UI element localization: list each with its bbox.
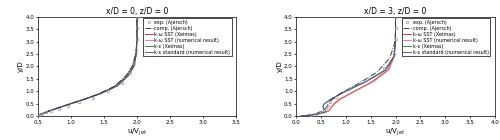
Legend: exp. (Ajersch), comp. (Ajersch), k-ω SST (Xeimas), k-ω SST (numerical result), k: exp. (Ajersch), comp. (Ajersch), k-ω SST…: [402, 18, 490, 56]
Legend: exp. (Ajersch), comp. (Ajersch), k-ω SST (Xeimas), k-ω SST (numerical result), k: exp. (Ajersch), comp. (Ajersch), k-ω SST…: [144, 18, 232, 56]
Title: x/D = 3, z/D = 0: x/D = 3, z/D = 0: [364, 7, 426, 16]
X-axis label: u/V$_{jet}$: u/V$_{jet}$: [386, 126, 406, 138]
X-axis label: u/V$_{jet}$: u/V$_{jet}$: [127, 126, 147, 138]
Title: x/D = 0, z/D = 0: x/D = 0, z/D = 0: [106, 7, 168, 16]
Y-axis label: y/D: y/D: [18, 61, 24, 72]
Y-axis label: y/D: y/D: [276, 61, 282, 72]
